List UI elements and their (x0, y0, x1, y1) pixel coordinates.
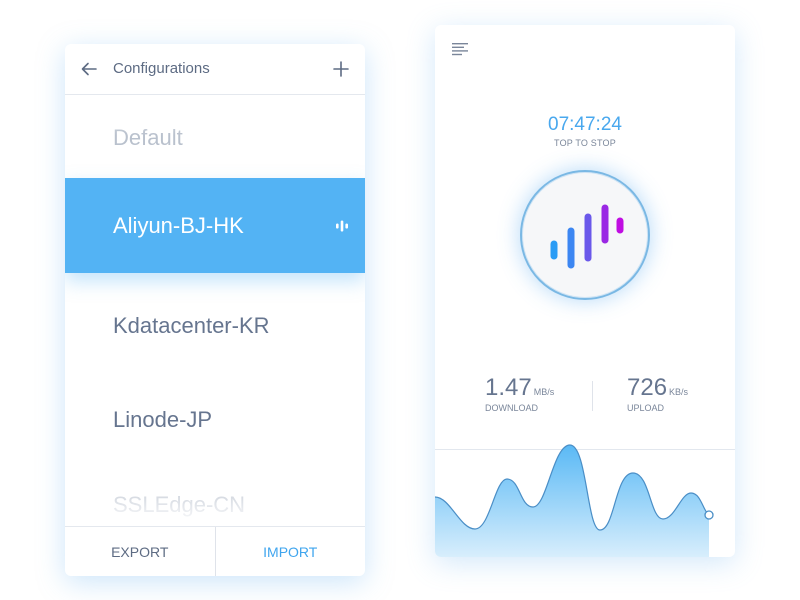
timer-hint: TOP TO STOP (554, 138, 616, 148)
arrow-left-icon[interactable] (79, 59, 99, 79)
list-item-selected[interactable]: Aliyun-BJ-HK (65, 178, 365, 273)
configurations-panel: Configurations Default Aliyun-BJ-HK Kdat… (65, 44, 365, 576)
list-item-label: Default (113, 124, 183, 150)
download-value: 1.47 (485, 374, 532, 401)
download-unit: MB/s (533, 387, 555, 397)
list-item-label: SSLEdge-CN (113, 491, 246, 517)
list-item[interactable]: Linode-JP (65, 372, 365, 467)
connection-status-panel: 07:47:24 TOP TO STOP 1.47 MB/s DOWNLOAD 7… (435, 25, 735, 557)
hamburger-menu-icon[interactable] (452, 42, 468, 56)
configuration-list[interactable]: Default Aliyun-BJ-HK Kdatacenter-KR Lino… (65, 95, 365, 526)
page-title: Configurations (113, 60, 210, 77)
upload-value: 726 (627, 374, 668, 401)
upload-unit: KB/s (669, 387, 689, 397)
export-button[interactable]: EXPORT (65, 527, 216, 576)
upload-label: UPLOAD (627, 403, 665, 413)
list-item-label: Kdatacenter-KR (113, 312, 270, 338)
download-stat: 1.47 MB/s DOWNLOAD (485, 374, 554, 413)
plus-icon[interactable] (331, 59, 351, 79)
import-button[interactable]: IMPORT (263, 543, 318, 560)
stat-divider (592, 381, 593, 411)
chart-baseline (435, 449, 735, 450)
list-item-label: Aliyun-BJ-HK (113, 212, 244, 238)
list-item[interactable]: Kdatacenter-KR (65, 278, 365, 373)
traffic-wave-chart (435, 444, 714, 557)
list-item[interactable]: SSLEdge-CN (65, 457, 365, 526)
upload-stat: 726 KB/s UPLOAD (627, 374, 688, 413)
audio-wave-icon (336, 220, 348, 232)
list-item[interactable]: Default (65, 95, 365, 185)
stop-button[interactable] (520, 170, 650, 300)
panel-header: Configurations (65, 44, 365, 95)
list-item-label: Linode-JP (113, 406, 213, 432)
download-label: DOWNLOAD (485, 403, 539, 413)
connection-timer: 07:47:24 (548, 114, 622, 135)
panel-footer: EXPORT IMPORT (65, 526, 365, 576)
signal-bars-icon (550, 204, 624, 269)
chart-endpoint-marker (704, 510, 714, 520)
